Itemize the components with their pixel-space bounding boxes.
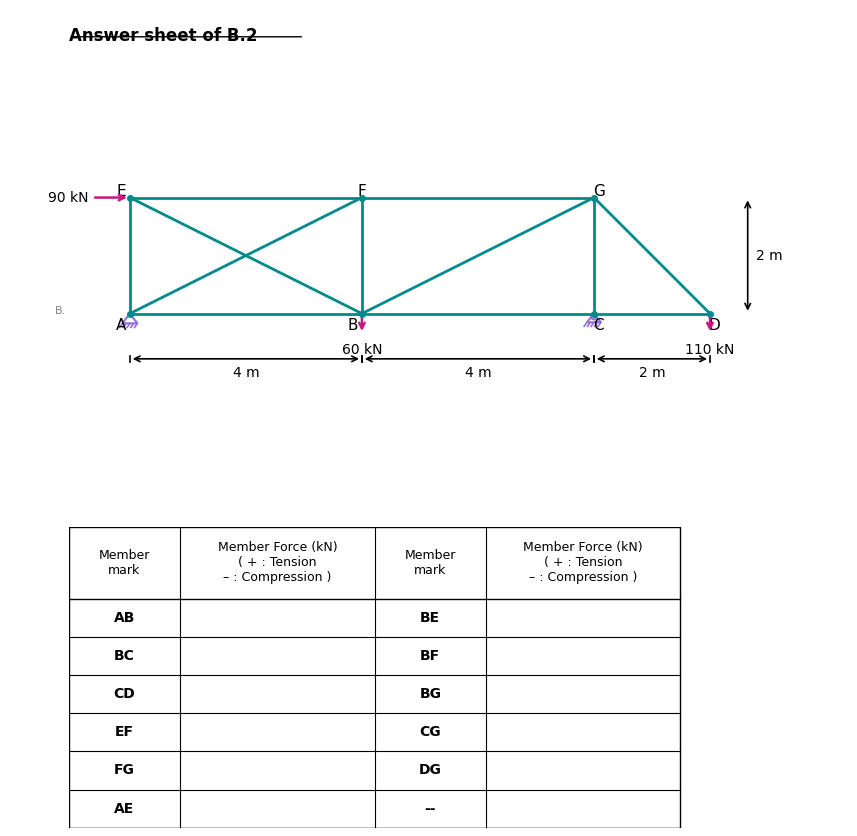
Text: 110 kN: 110 kN: [686, 343, 734, 357]
Text: AE: AE: [114, 802, 135, 816]
Text: CD: CD: [113, 687, 135, 701]
Text: 60 kN: 60 kN: [342, 343, 382, 357]
Text: FG: FG: [114, 763, 135, 777]
Text: Member Force (kN)
( + : Tension
– : Compression ): Member Force (kN) ( + : Tension – : Comp…: [524, 541, 643, 584]
Text: Member Force (kN)
( + : Tension
– : Compression ): Member Force (kN) ( + : Tension – : Comp…: [218, 541, 337, 584]
Text: BC: BC: [114, 649, 135, 663]
Text: B: B: [348, 318, 358, 333]
Text: D: D: [709, 318, 721, 333]
Text: C: C: [593, 318, 604, 333]
Text: 2 m: 2 m: [757, 248, 783, 263]
Text: AB: AB: [114, 611, 135, 625]
Text: Member
mark: Member mark: [99, 548, 150, 577]
Text: E: E: [117, 184, 126, 199]
Text: 4 m: 4 m: [464, 366, 491, 380]
Text: Member
mark: Member mark: [405, 548, 456, 577]
Text: CG: CG: [419, 726, 441, 739]
Text: EF: EF: [115, 726, 134, 739]
Text: Answer sheet of B.2: Answer sheet of B.2: [69, 27, 257, 45]
Text: BG: BG: [419, 687, 441, 701]
Text: BE: BE: [420, 611, 440, 625]
Text: DG: DG: [419, 763, 441, 777]
Text: --: --: [424, 802, 436, 816]
Text: F: F: [357, 184, 366, 199]
Text: A: A: [116, 318, 126, 333]
Text: 4 m: 4 m: [232, 366, 259, 380]
Text: 90 kN: 90 kN: [48, 191, 88, 205]
Text: B.: B.: [55, 306, 66, 316]
Text: BF: BF: [420, 649, 440, 663]
Text: G: G: [593, 184, 604, 199]
Text: 2 m: 2 m: [638, 366, 665, 380]
